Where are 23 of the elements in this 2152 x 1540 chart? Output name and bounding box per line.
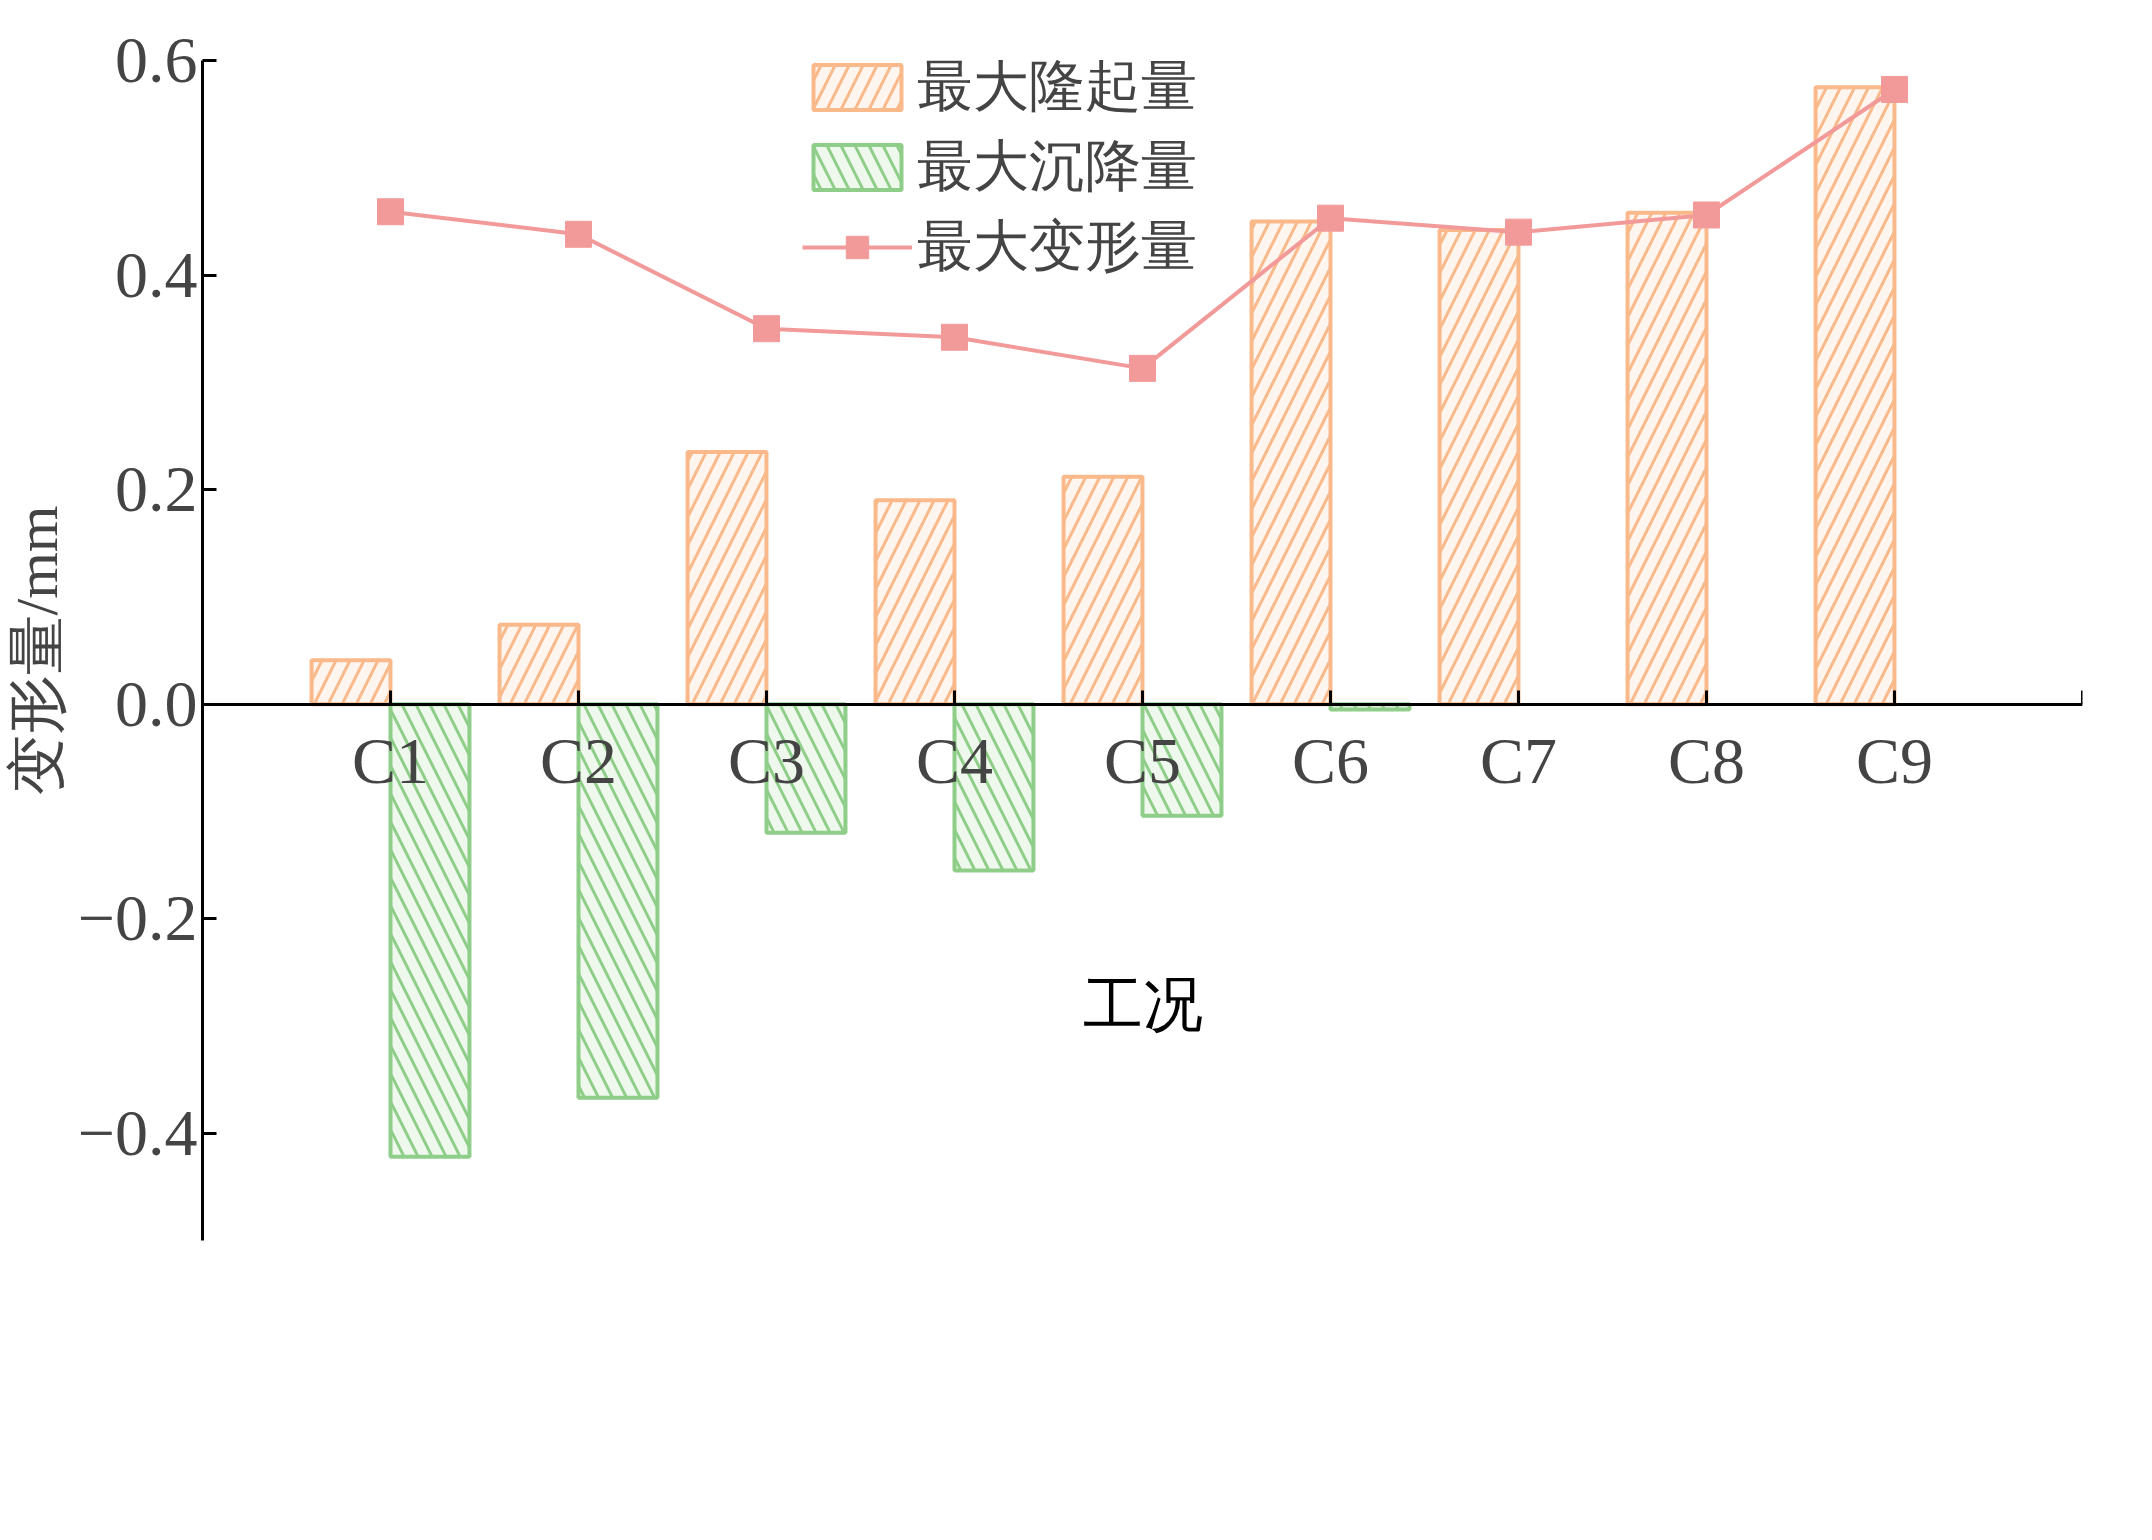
point: [753, 315, 780, 343]
y-tick-label: 0.2: [115, 452, 198, 526]
y-tick-label: 0.0: [115, 666, 198, 740]
legend-label: 最大变形量: [917, 214, 1197, 279]
point: [1129, 354, 1156, 382]
x-tick-label: C9: [1855, 724, 1934, 798]
y-tick-label: −0.2: [77, 881, 198, 955]
y-tick-label: 0.6: [115, 23, 198, 96]
x-tick-label: C7: [1479, 724, 1558, 798]
point: [565, 220, 592, 248]
point: [941, 323, 968, 351]
y-axis-title: 变形量/mm: [3, 505, 70, 796]
point: [1317, 204, 1344, 232]
legend-label: 最大沉降量: [917, 134, 1197, 199]
point: [1505, 218, 1532, 246]
y-tick-label: 0.4: [115, 237, 198, 311]
point: [377, 198, 404, 226]
point: [1693, 201, 1720, 229]
point: [1881, 75, 1908, 103]
x-axis-title: 工况: [1082, 971, 1203, 1038]
x-tick-label: C6: [1291, 724, 1370, 798]
y-tick-label: −0.4: [77, 1095, 198, 1169]
x-tick-label: C8: [1667, 724, 1746, 798]
